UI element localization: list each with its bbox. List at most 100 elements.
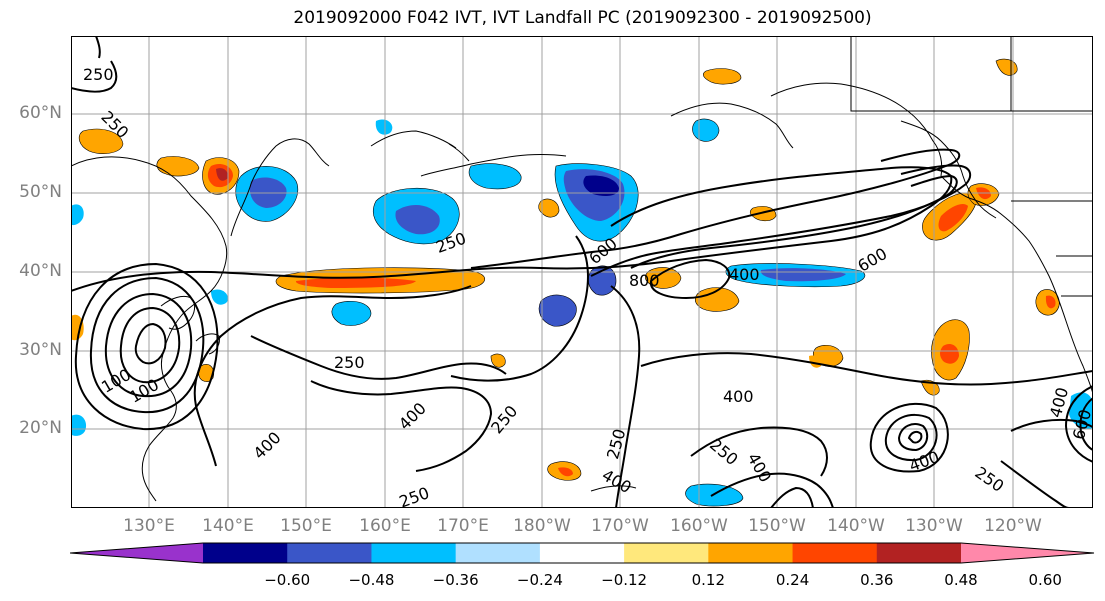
lon-label-120w: 120°W: [984, 516, 1042, 536]
shade-orange-region: [694, 287, 740, 312]
contour-label: 250: [83, 65, 114, 84]
shade-blue-region: [538, 294, 577, 327]
ivt-map: 250 250 600 800 400 600 250 400 250 250 …: [71, 36, 1093, 508]
contour-typhoon-4: [869, 402, 949, 473]
lon-label-180w: 180°W: [513, 516, 571, 536]
colorbar-segment: [624, 543, 709, 563]
shade-blue-region: [71, 414, 87, 436]
lat-label-30n: 30°N: [19, 340, 62, 360]
contour-topleft-2: [95, 36, 101, 59]
contour-400-east: [690, 426, 828, 477]
contour-400-south: [450, 235, 589, 382]
lon-label-130e: 130°E: [123, 516, 175, 536]
contour-400: [590, 164, 972, 277]
colorbar-segment: [287, 543, 372, 563]
colorbar-segment: [455, 543, 541, 563]
contour-250-south: [250, 335, 507, 380]
map-frame: [71, 36, 1093, 508]
lat-label-50n: 50°N: [19, 182, 62, 202]
contour-typhoon-2: [897, 423, 929, 452]
colorbar-tick-label: 0.24: [775, 571, 810, 589]
lon-label-160w: 160°W: [670, 516, 728, 536]
lon-label-130w: 130°W: [905, 516, 963, 536]
contour-typhoon-1: [907, 430, 923, 444]
colorbar-segment: [371, 543, 457, 563]
shade-blue-region: [468, 163, 522, 190]
shade-blue-region: [760, 268, 846, 282]
shade-blue-region: [1069, 392, 1093, 429]
contour-low-left-1: [134, 322, 167, 365]
contour-label: 250: [334, 353, 365, 372]
colorbar-tick-label: 0.48: [944, 571, 978, 589]
shade-orange-region: [938, 204, 968, 232]
contour-250-north: [71, 166, 953, 292]
contour-800: [649, 258, 731, 300]
shade-blue-region: [331, 301, 372, 326]
contour-label: 800: [629, 271, 660, 290]
colorbar-tick-label: −0.12: [601, 571, 648, 589]
lon-label-140e: 140°E: [202, 516, 254, 536]
contour-label: 400: [723, 387, 754, 406]
colorbar-tick-label: 0.36: [860, 571, 894, 589]
shade-orange-region: [995, 58, 1018, 76]
lat-label-60n: 60°N: [19, 103, 62, 123]
contour-low-left-5: [74, 262, 219, 431]
colorbar-outline: [70, 542, 1095, 564]
contour-250-east: [640, 352, 1093, 386]
shade-orange-region: [1045, 295, 1056, 309]
ivt-contours: [71, 36, 1093, 508]
contour-topleft: [71, 60, 118, 93]
contour-label: 400: [729, 265, 760, 284]
contour-typhoon-3: [884, 413, 938, 462]
contour-400-se: [770, 486, 814, 508]
shade-orange-region: [490, 353, 506, 368]
contour-250-eastjet: [470, 148, 961, 269]
shade-blue-region: [395, 204, 440, 235]
colorbar-extension-low: [70, 543, 203, 563]
shade-orange-region: [538, 198, 560, 218]
colorbar-segment: [792, 543, 878, 563]
contour-right-edge: [1064, 385, 1093, 463]
shade-orange-region: [295, 277, 416, 288]
coastlines: [71, 36, 1093, 502]
lon-label-160e: 160°E: [359, 516, 411, 536]
colorbar-tick-label: 0.12: [691, 571, 726, 589]
contour-low-left-4: [89, 276, 205, 414]
lon-label-150w: 150°W: [748, 516, 806, 536]
contour-400-south2: [310, 380, 493, 472]
colorbar-segment: [203, 543, 288, 563]
shade-blue-region: [583, 175, 619, 196]
lon-label-140w: 140°W: [827, 516, 885, 536]
shade-blue-region: [375, 119, 393, 135]
shade-orange-region: [71, 314, 84, 341]
shade-orange-region: [702, 68, 742, 85]
shade-orange-region: [78, 128, 124, 154]
shade-blue-region: [71, 204, 84, 226]
shade-blue-region: [692, 118, 720, 142]
contour-600: [630, 174, 958, 269]
colorbar-tick-label: −0.36: [432, 571, 479, 589]
shade-blue-region: [211, 289, 228, 305]
colorbar-tick-label: −0.60: [264, 571, 311, 589]
lat-label-20n: 20°N: [19, 418, 62, 438]
shade-orange-region: [216, 168, 229, 181]
shade-orange-region: [558, 467, 573, 477]
colorbar-segments: [70, 542, 1095, 564]
lon-label-170e: 170°E: [437, 516, 489, 536]
contour-low-left-2: [119, 306, 181, 384]
contour-250-se: [710, 472, 834, 508]
map-title: 2019092000 F042 IVT, IVT Landfall PC (20…: [293, 8, 872, 28]
lon-label-150e: 150°E: [280, 516, 332, 536]
ivt-shading: [71, 58, 1093, 507]
shade-orange-region: [940, 344, 959, 364]
contour-250-right: [1010, 418, 1093, 432]
colorbar-segment: [876, 543, 962, 563]
colorbar-tick-label: −0.24: [516, 571, 563, 589]
graticule: [71, 36, 1093, 508]
contour-low-left-3: [104, 292, 193, 398]
colorbar-tick-label: −0.48: [348, 571, 395, 589]
colorbar-segment: [708, 543, 794, 563]
colorbar-tick-label: 0.60: [1028, 571, 1062, 589]
contour-250-mid2: [610, 285, 641, 508]
lat-label-40n: 40°N: [19, 261, 62, 281]
